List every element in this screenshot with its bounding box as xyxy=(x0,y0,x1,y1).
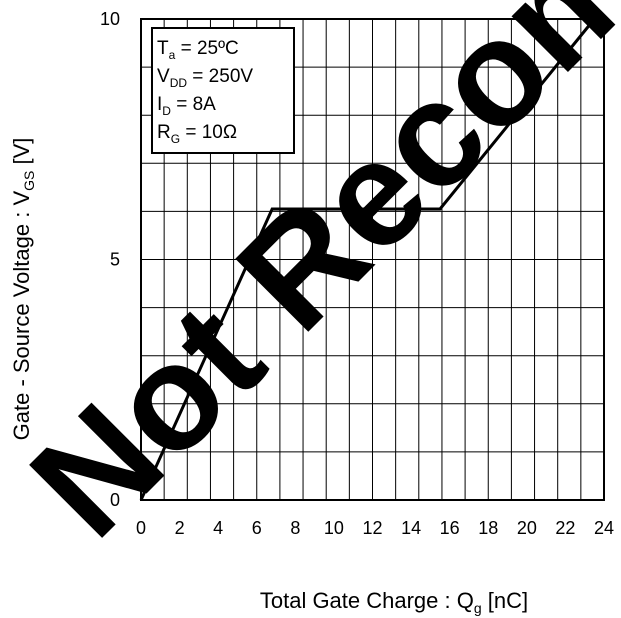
x-tick-label: 24 xyxy=(594,518,614,538)
x-tick-label: 0 xyxy=(136,518,146,538)
x-axis-title: Total Gate Charge : Qg [nC] xyxy=(260,588,528,616)
plot-frame xyxy=(140,18,605,501)
watermark: Not Recommended for New Designs xyxy=(0,0,621,568)
y-axis-title: Gate - Source Voltage : VGS [V] xyxy=(9,138,37,441)
x-tick-label: 2 xyxy=(175,518,185,538)
x-tick-label: 18 xyxy=(478,518,498,538)
series-line xyxy=(139,18,596,501)
x-tick-label: 6 xyxy=(252,518,262,538)
condition-line: RG = 10Ω xyxy=(157,122,237,146)
x-tick-label: 22 xyxy=(555,518,575,538)
x-tick-label: 4 xyxy=(213,518,223,538)
y-tick-label: 10 xyxy=(100,9,120,29)
x-tick-label: 16 xyxy=(440,518,460,538)
x-tick-label: 20 xyxy=(517,518,537,538)
x-tick-label: 14 xyxy=(401,518,421,538)
y-tick-labels: 0 5 10 xyxy=(100,9,120,510)
watermark-text: Not Recommended for New Designs xyxy=(0,0,621,568)
y-tick-label: 0 xyxy=(110,490,120,510)
axis-titles: Total Gate Charge : Qg [nC] Gate - Source… xyxy=(9,138,528,616)
x-tick-label: 12 xyxy=(362,518,382,538)
conditions-box: Ta = 25ºC VDD = 250V ID = 8A RG = 10Ω xyxy=(151,27,295,154)
x-tick-labels: 0 2 4 6 8 10 12 14 16 18 20 22 24 xyxy=(136,518,614,538)
x-tick-label: 10 xyxy=(324,518,344,538)
series-layer xyxy=(139,18,596,501)
x-tick-label: 8 xyxy=(290,518,300,538)
y-tick-label: 5 xyxy=(110,250,120,270)
condition-line: VDD = 250V xyxy=(157,66,253,90)
condition-line: ID = 8A xyxy=(157,94,216,118)
conditions-box-border xyxy=(151,27,295,154)
condition-line: Ta = 25ºC xyxy=(157,38,239,62)
